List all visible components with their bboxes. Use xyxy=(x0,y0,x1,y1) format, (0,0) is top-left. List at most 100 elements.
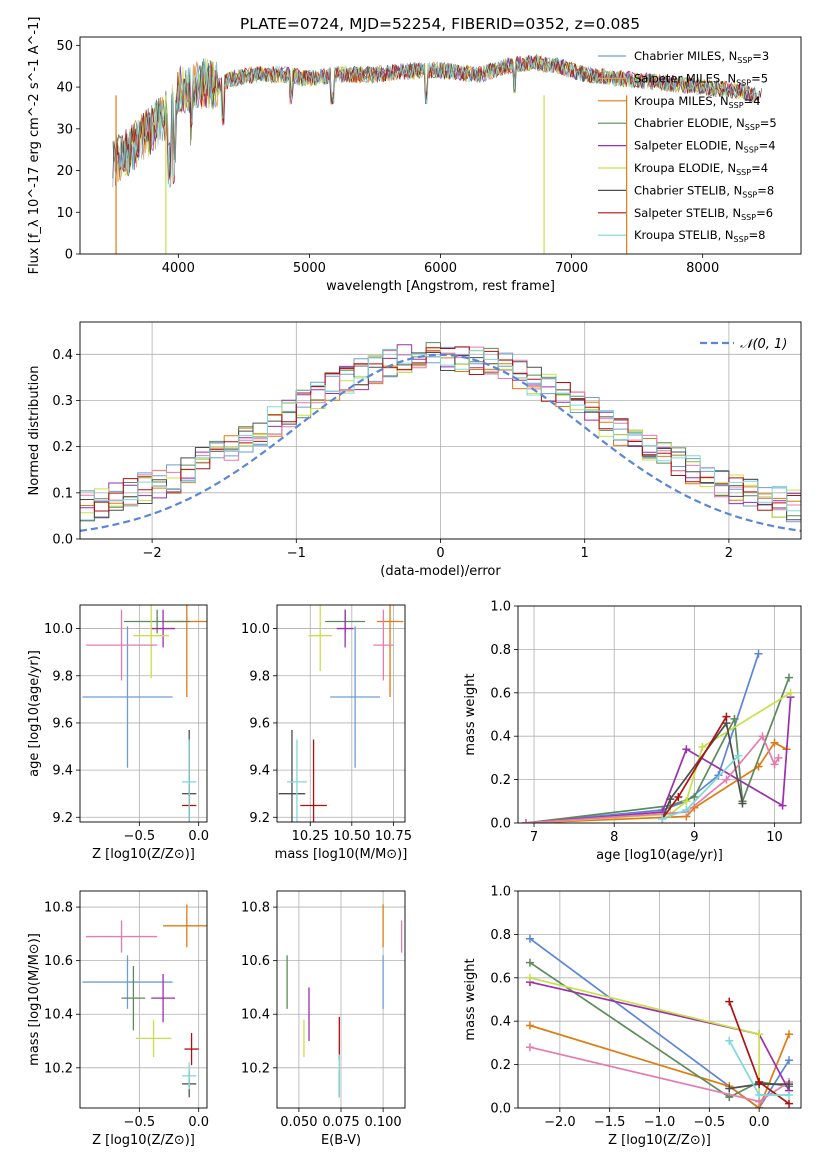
legend-subscript: SSP xyxy=(736,78,751,87)
legend-value: =5 xyxy=(760,116,777,130)
y-axis-label: mass weight xyxy=(463,673,478,755)
legend-label: Chabrier ELODIE, NSSP=5 xyxy=(634,116,777,132)
y-tick-label: 10.0 xyxy=(44,622,73,637)
axes-frame xyxy=(517,890,802,1109)
x-tick-label: −0.5 xyxy=(124,829,156,844)
weight-marker xyxy=(522,819,531,823)
weight-marker xyxy=(755,1090,764,1099)
plot-area xyxy=(286,904,403,1098)
y-tick-label: 9.2 xyxy=(249,811,270,826)
x-tick-label: 5000 xyxy=(293,261,326,276)
plot-area xyxy=(522,649,795,823)
y-tick-label: 10.8 xyxy=(241,901,270,916)
weight-marker xyxy=(758,732,767,741)
legend-subscript: SSP xyxy=(741,213,756,222)
weight-marker xyxy=(730,714,739,723)
x-axis-label: mass [log10(M/M⊙)] xyxy=(275,847,408,862)
weight-marker xyxy=(770,760,779,769)
axes-frame xyxy=(276,604,406,823)
x-tick-label: 0 xyxy=(436,546,444,561)
y-tick-label: 0.3 xyxy=(52,394,73,409)
x-axis-label: age [log10(age/yr)] xyxy=(596,848,723,863)
y-axis-label: Flux [f_λ 10^-17 erg cm^-2 s^-1 A^-1] xyxy=(27,17,42,275)
axes-frame xyxy=(517,605,802,824)
y-tick-label: 0.2 xyxy=(490,1058,511,1073)
weight-marker xyxy=(785,1099,794,1108)
y-tick-label: 10.4 xyxy=(241,1008,270,1023)
y-tick-label: 0.0 xyxy=(490,817,511,832)
legend-subscript: SSP xyxy=(745,123,760,132)
axes-frame xyxy=(79,604,208,823)
weight-marker xyxy=(725,1036,734,1045)
legend-label: Salpeter ELODIE, NSSP=4 xyxy=(634,139,776,155)
weight-line xyxy=(525,697,792,823)
weight-marker xyxy=(755,1030,764,1039)
age-vs-mass-panel: 10.25 10.50 10.75 9.2 9.4 9.6 9.8 10.0 mass [log… xyxy=(241,604,412,862)
x-tick-label: 10 xyxy=(766,830,783,845)
y-tick-label: 0.6 xyxy=(490,686,511,701)
y-axis-label: mass weight xyxy=(463,958,478,1040)
y-tick-label: 20 xyxy=(56,164,73,179)
legend-value: =8 xyxy=(749,228,766,242)
y-tick-label: 9.4 xyxy=(249,764,270,779)
y-tick-label: 0.8 xyxy=(490,643,511,658)
legend-subscript: SSP xyxy=(736,168,751,177)
y-tick-label: 0.1 xyxy=(52,486,73,501)
weight-marker xyxy=(525,1043,534,1052)
weight-marker xyxy=(714,771,723,780)
x-tick-label: 0.0 xyxy=(188,829,209,844)
y-tick-label: 10.4 xyxy=(44,1008,73,1023)
plot-area xyxy=(112,53,763,254)
spectrum-line xyxy=(117,56,756,179)
y-tick-label: 10.0 xyxy=(241,622,270,637)
spectrum-panel: 4000 5000 6000 7000 8000 0 10 20 30 40 50 wavelengt… xyxy=(27,17,802,294)
y-tick-label: 0.2 xyxy=(52,440,73,455)
x-tick-label: 8 xyxy=(610,830,618,845)
x-tick-label: −0.5 xyxy=(124,1115,156,1130)
y-tick-label: 0.4 xyxy=(52,348,73,363)
y-tick-label: 0 xyxy=(65,248,73,263)
legend-value: =4 xyxy=(751,161,768,175)
y-tick-label: 9.2 xyxy=(52,811,73,826)
weight-marker xyxy=(754,649,763,658)
x-axis-label: E(B-V) xyxy=(321,1133,361,1148)
y-tick-label: 10.2 xyxy=(44,1061,73,1076)
spectrum-line xyxy=(117,54,762,189)
y-tick-label: 9.6 xyxy=(249,716,270,731)
weight-marker xyxy=(682,745,691,754)
legend-value: =8 xyxy=(757,183,774,197)
y-tick-label: 9.8 xyxy=(52,669,73,684)
legend-label: Chabrier STELIB, NSSP=8 xyxy=(634,183,774,199)
weight-marker xyxy=(525,1021,534,1030)
x-tick-label: 8000 xyxy=(686,261,719,276)
legend-value: =3 xyxy=(752,49,769,63)
y-tick-label: 0.4 xyxy=(490,730,511,745)
x-tick-label: −1.5 xyxy=(594,1115,626,1130)
legend-label: Kroupa ELODIE, NSSP=4 xyxy=(634,161,768,177)
x-axis-label: Z [log10(Z/Z⊙)] xyxy=(608,1133,711,1148)
y-tick-label: 9.4 xyxy=(52,764,73,779)
x-tick-label: 7000 xyxy=(555,261,588,276)
x-tick-label: 0.0 xyxy=(188,1115,209,1130)
y-tick-label: 10.6 xyxy=(44,954,73,969)
axes-frame xyxy=(276,890,406,1109)
x-tick-label: 0.075 xyxy=(322,1115,359,1130)
spectrum-line xyxy=(115,54,762,186)
x-axis-label: wavelength [Angstrom, rest frame] xyxy=(326,279,555,294)
weight-marker xyxy=(674,792,683,801)
age-vs-metallicity-panel: −0.5 0.0 9.2 9.4 9.6 9.8 10.0 Z [log10(Z/Z⊙)] ag… xyxy=(27,604,209,862)
y-tick-label: 0.2 xyxy=(490,773,511,788)
weight-vs-metallicity-panel: −2.0 −1.5 −1.0 −0.5 0.0 0.0 0.2 0.4 0.6 0.8 1.0 Z [… xyxy=(463,885,802,1148)
y-tick-label: 30 xyxy=(56,122,73,137)
x-tick-label: 0.0 xyxy=(749,1115,770,1130)
x-tick-label: 7 xyxy=(530,830,538,845)
weight-marker xyxy=(734,751,743,760)
plot-area xyxy=(82,904,207,1098)
residuals-panel: −2 −1 0 1 2 0.0 0.1 0.2 0.3 0.4 (data-model)/error… xyxy=(27,321,802,579)
x-tick-label: −2 xyxy=(143,546,162,561)
x-tick-label: 10.25 xyxy=(292,829,329,844)
axes-frame xyxy=(79,321,802,540)
x-tick-label: 1 xyxy=(581,546,589,561)
y-tick-label: 0.0 xyxy=(52,533,73,548)
plot-area xyxy=(278,605,404,822)
